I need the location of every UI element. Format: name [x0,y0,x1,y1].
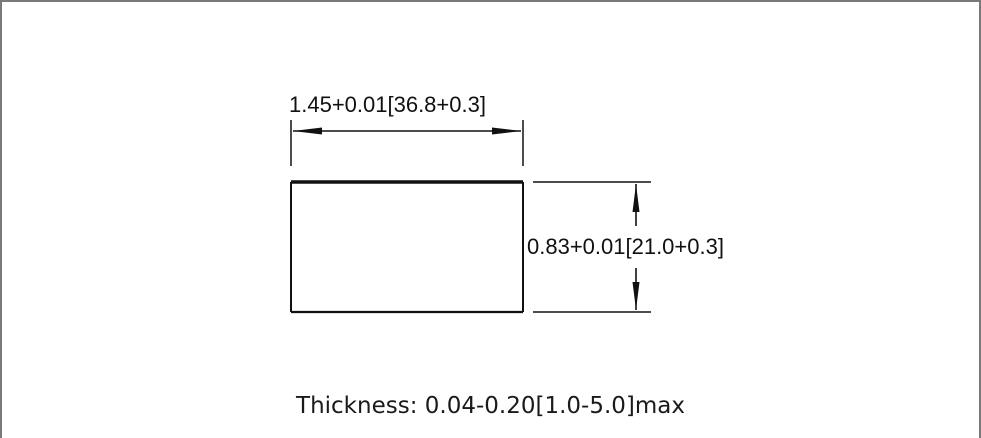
width-dimension-label: 1.45+0.01[36.8+0.3] [289,92,486,117]
height-arrow-down-icon [632,282,640,310]
width-arrow-left-icon [293,127,322,135]
width-dimension: 1.45+0.01[36.8+0.3] [289,92,524,166]
component-outline [290,180,524,314]
width-arrow-right-icon [492,127,521,135]
height-arrow-up-icon [632,184,640,212]
thickness-note: Thickness: 0.04-0.20[1.0-5.0]max [296,393,685,419]
height-dimension-label: 0.83+0.01[21.0+0.3] [527,234,724,259]
height-dimension: 0.83+0.01[21.0+0.3] [527,181,724,313]
